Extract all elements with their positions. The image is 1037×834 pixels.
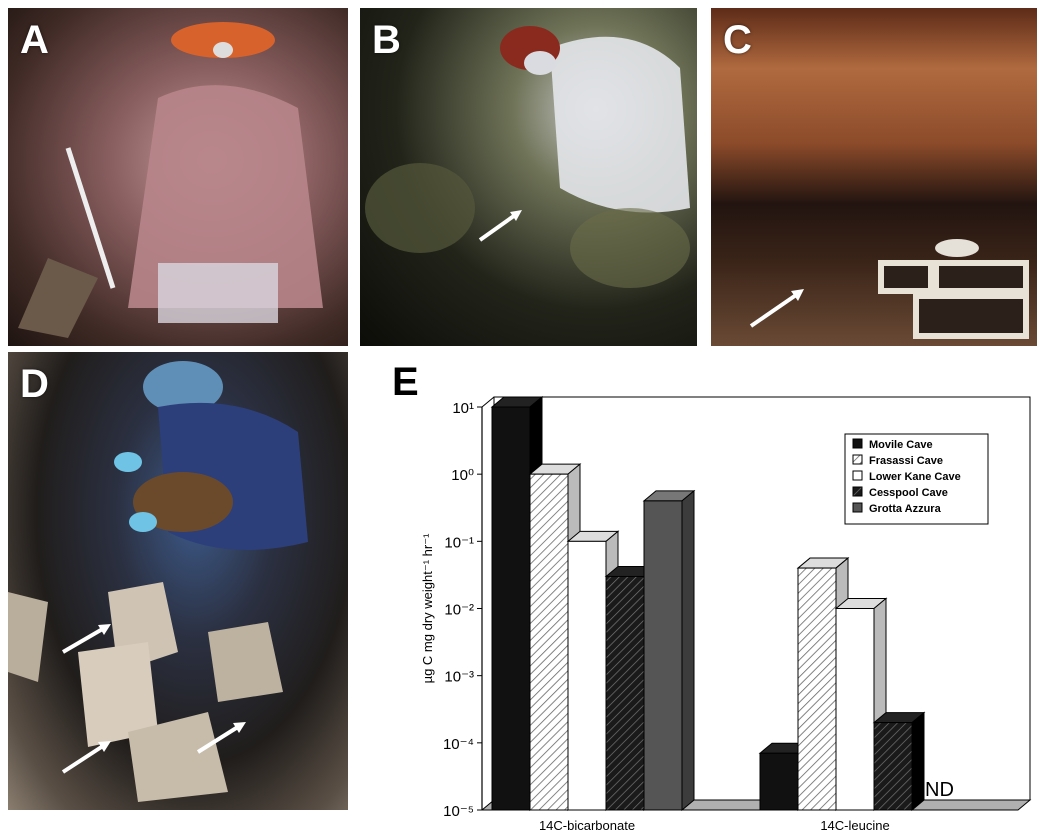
chart-legend xyxy=(844,433,989,525)
legend-entry: Cesspool Cave xyxy=(869,487,948,499)
arrow-icon xyxy=(196,722,246,754)
photo-d-scene xyxy=(8,361,308,802)
legend-swatch xyxy=(852,438,863,449)
y-tick-label: 10⁻² xyxy=(444,602,474,619)
legend-swatch xyxy=(852,502,863,513)
x-category-label: 14C-bicarbonate xyxy=(539,818,635,833)
legend-entry: Frasassi Cave xyxy=(869,455,943,467)
y-tick-label: 10⁰ xyxy=(451,467,474,484)
y-tick-label: 10¹ xyxy=(452,400,474,417)
y-tick-label: 10⁻⁴ xyxy=(443,736,474,753)
photo-panel-b: B xyxy=(360,8,697,346)
legend-entry: Movile Cave xyxy=(869,439,933,451)
legend-entry: Lower Kane Cave xyxy=(869,471,961,483)
panel-c-label: C xyxy=(723,18,752,62)
y-axis-label: µg C mg dry weight⁻¹ hr⁻¹ xyxy=(420,533,435,683)
legend-swatch xyxy=(852,486,863,497)
not-detected-annotation: ND xyxy=(925,779,954,801)
photo-c-scene xyxy=(749,239,1029,339)
panel-d-label: D xyxy=(20,362,49,406)
photo-panel-c: C xyxy=(711,8,1037,346)
photo-a-scene xyxy=(18,22,323,338)
arrow-icon xyxy=(61,624,111,654)
photo-panel-a: A xyxy=(8,8,348,346)
legend-swatch xyxy=(852,454,863,465)
panel-a-label: A xyxy=(20,18,49,62)
arrow-icon xyxy=(749,289,804,328)
photo-panel-d: D xyxy=(8,352,348,810)
bar-chart: 10¹ 10⁰ 10⁻¹ 10⁻² 10⁻³ 10⁻⁴ 10⁻⁵ µg C mg dry we… xyxy=(420,395,1032,833)
legend-entry: Grotta Azzura xyxy=(869,503,942,515)
arrow-icon xyxy=(478,210,522,242)
y-axis-depth xyxy=(481,396,495,408)
y-tick-label: 10⁻¹ xyxy=(444,534,474,551)
y-tick-label: 10⁻⁵ xyxy=(443,803,474,820)
photo-b-scene xyxy=(365,26,690,288)
x-category-label: 14C-leucine xyxy=(820,818,889,833)
bar-grotta-0 xyxy=(642,489,696,812)
bar-cesspool-1 xyxy=(872,711,926,812)
y-tick-label: 10⁻³ xyxy=(444,669,474,686)
chart-panel-e: E 10¹ 10⁰ 10⁻¹ 10⁻² 10⁻³ 10⁻⁴ 10⁻⁵ µg C mg dry … xyxy=(360,352,1037,834)
legend-swatch xyxy=(852,470,863,481)
panel-e-label: E xyxy=(392,360,419,404)
arrow-icon xyxy=(61,741,111,774)
panel-b-label: B xyxy=(372,18,401,62)
